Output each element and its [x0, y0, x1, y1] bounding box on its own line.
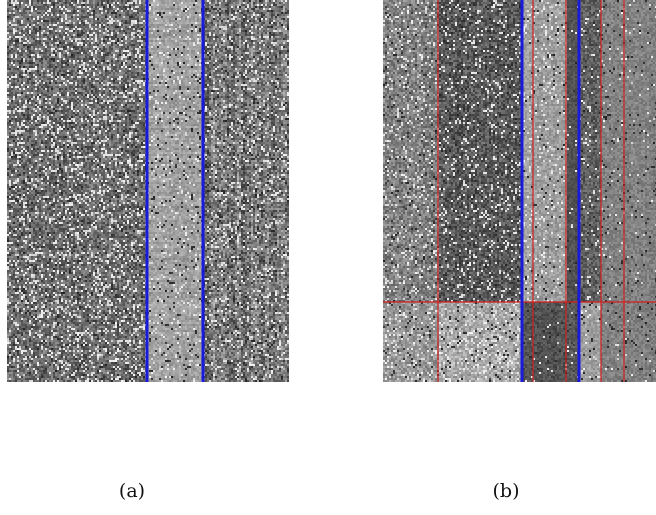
overlay-lines-b	[383, 0, 656, 382]
panel-a	[7, 0, 289, 382]
panel-b	[383, 0, 656, 382]
caption-b: (b)	[492, 480, 520, 502]
noise-matrix-b	[383, 0, 656, 382]
overlay-lines-a	[145, 0, 205, 382]
caption-a: (a)	[118, 480, 146, 502]
